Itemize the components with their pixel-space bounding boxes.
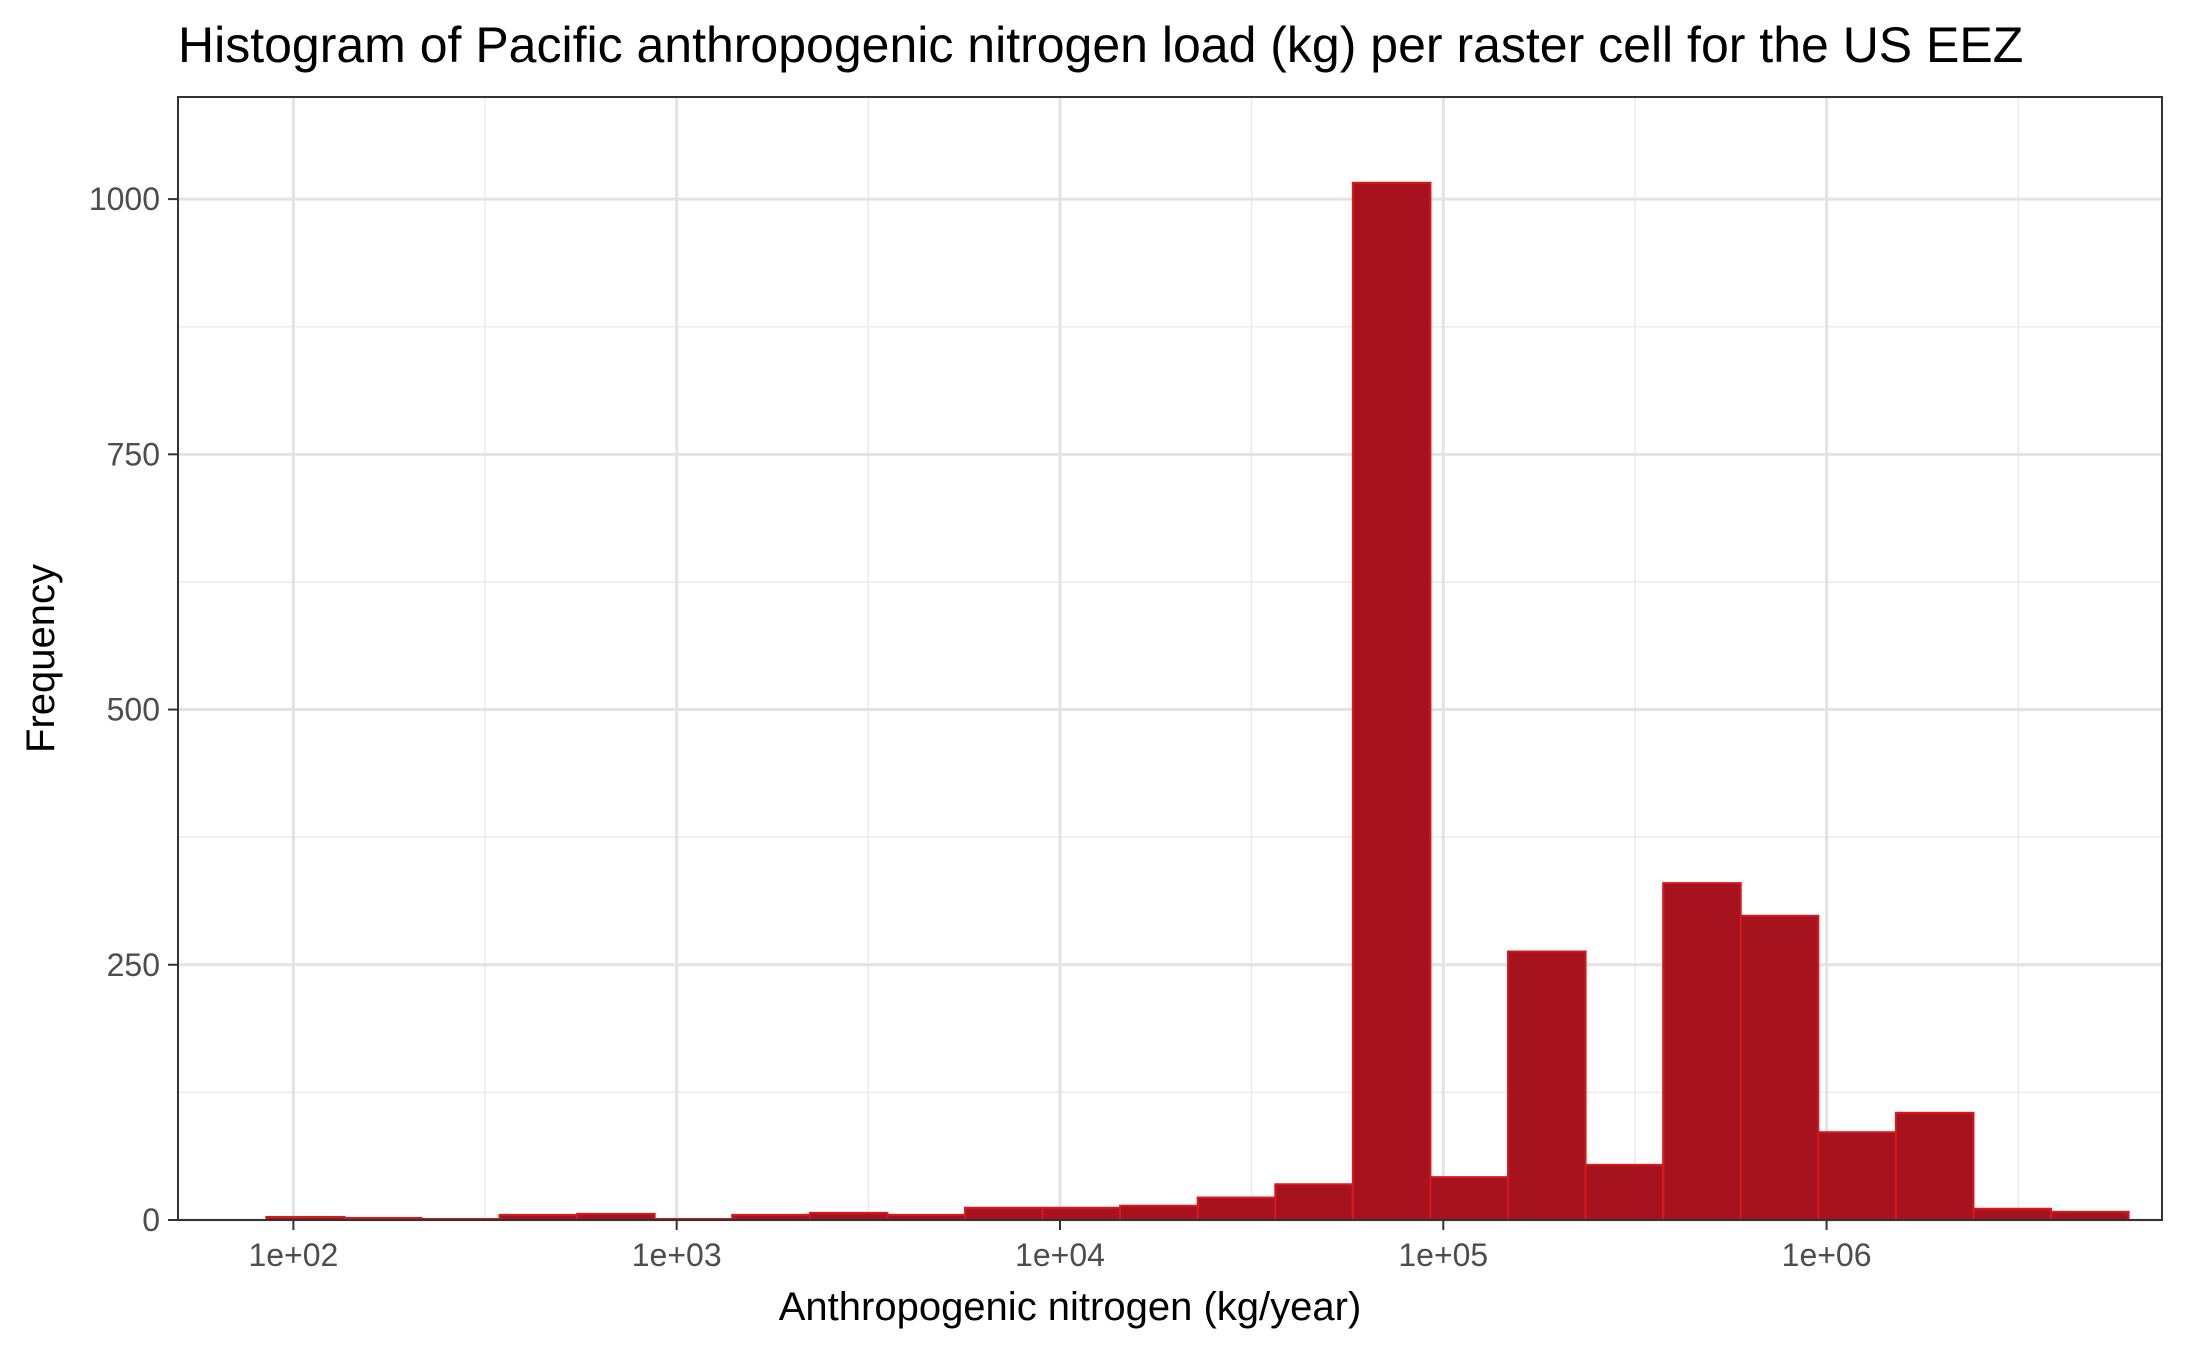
histogram-bar: [1119, 1204, 1199, 1222]
histogram-bar: [1739, 914, 1820, 1221]
chart-title: Histogram of Pacific anthropogenic nitro…: [178, 17, 2023, 73]
histogram-bar: [1817, 1131, 1897, 1221]
histogram-bar: [1041, 1206, 1122, 1222]
y-axis: 0 250 500 750 1000: [89, 181, 178, 1238]
y-tick-label: 250: [107, 947, 160, 983]
histogram-bar: [1972, 1207, 2053, 1222]
histogram-bar: [1429, 1176, 1510, 1222]
histogram-bar: [963, 1206, 1044, 1222]
histogram-bar: [1196, 1196, 1277, 1222]
histogram-bar: [1507, 950, 1587, 1221]
histogram-bar: [808, 1211, 889, 1222]
x-axis-title: Anthropogenic nitrogen (kg/year): [779, 1285, 1362, 1329]
y-tick-label: 1000: [89, 181, 160, 217]
histogram-bar: [1662, 882, 1742, 1221]
y-tick-label: 750: [107, 436, 160, 472]
x-tick-label: 1e+03: [632, 1237, 722, 1273]
x-tick-label: 1e+06: [1782, 1237, 1872, 1273]
y-tick-label: 500: [107, 692, 160, 728]
histogram-bar: [1894, 1111, 1975, 1222]
panel-border: [177, 96, 2163, 1221]
x-tick-label: 1e+02: [248, 1237, 338, 1273]
x-tick-label: 1e+04: [1015, 1237, 1105, 1273]
y-tick-label: 0: [142, 1202, 160, 1238]
x-tick-label: 1e+05: [1398, 1237, 1488, 1273]
y-axis-title: Frequency: [19, 564, 63, 753]
histogram-bars: [265, 181, 2130, 1222]
x-axis: 1e+02 1e+03 1e+04 1e+05 1e+06: [248, 1220, 1872, 1273]
histogram-bar: [1274, 1183, 1354, 1222]
histogram-bar: [1351, 181, 1432, 1222]
histogram-bar: [2050, 1210, 2130, 1222]
histogram-bar: [1584, 1163, 1665, 1221]
